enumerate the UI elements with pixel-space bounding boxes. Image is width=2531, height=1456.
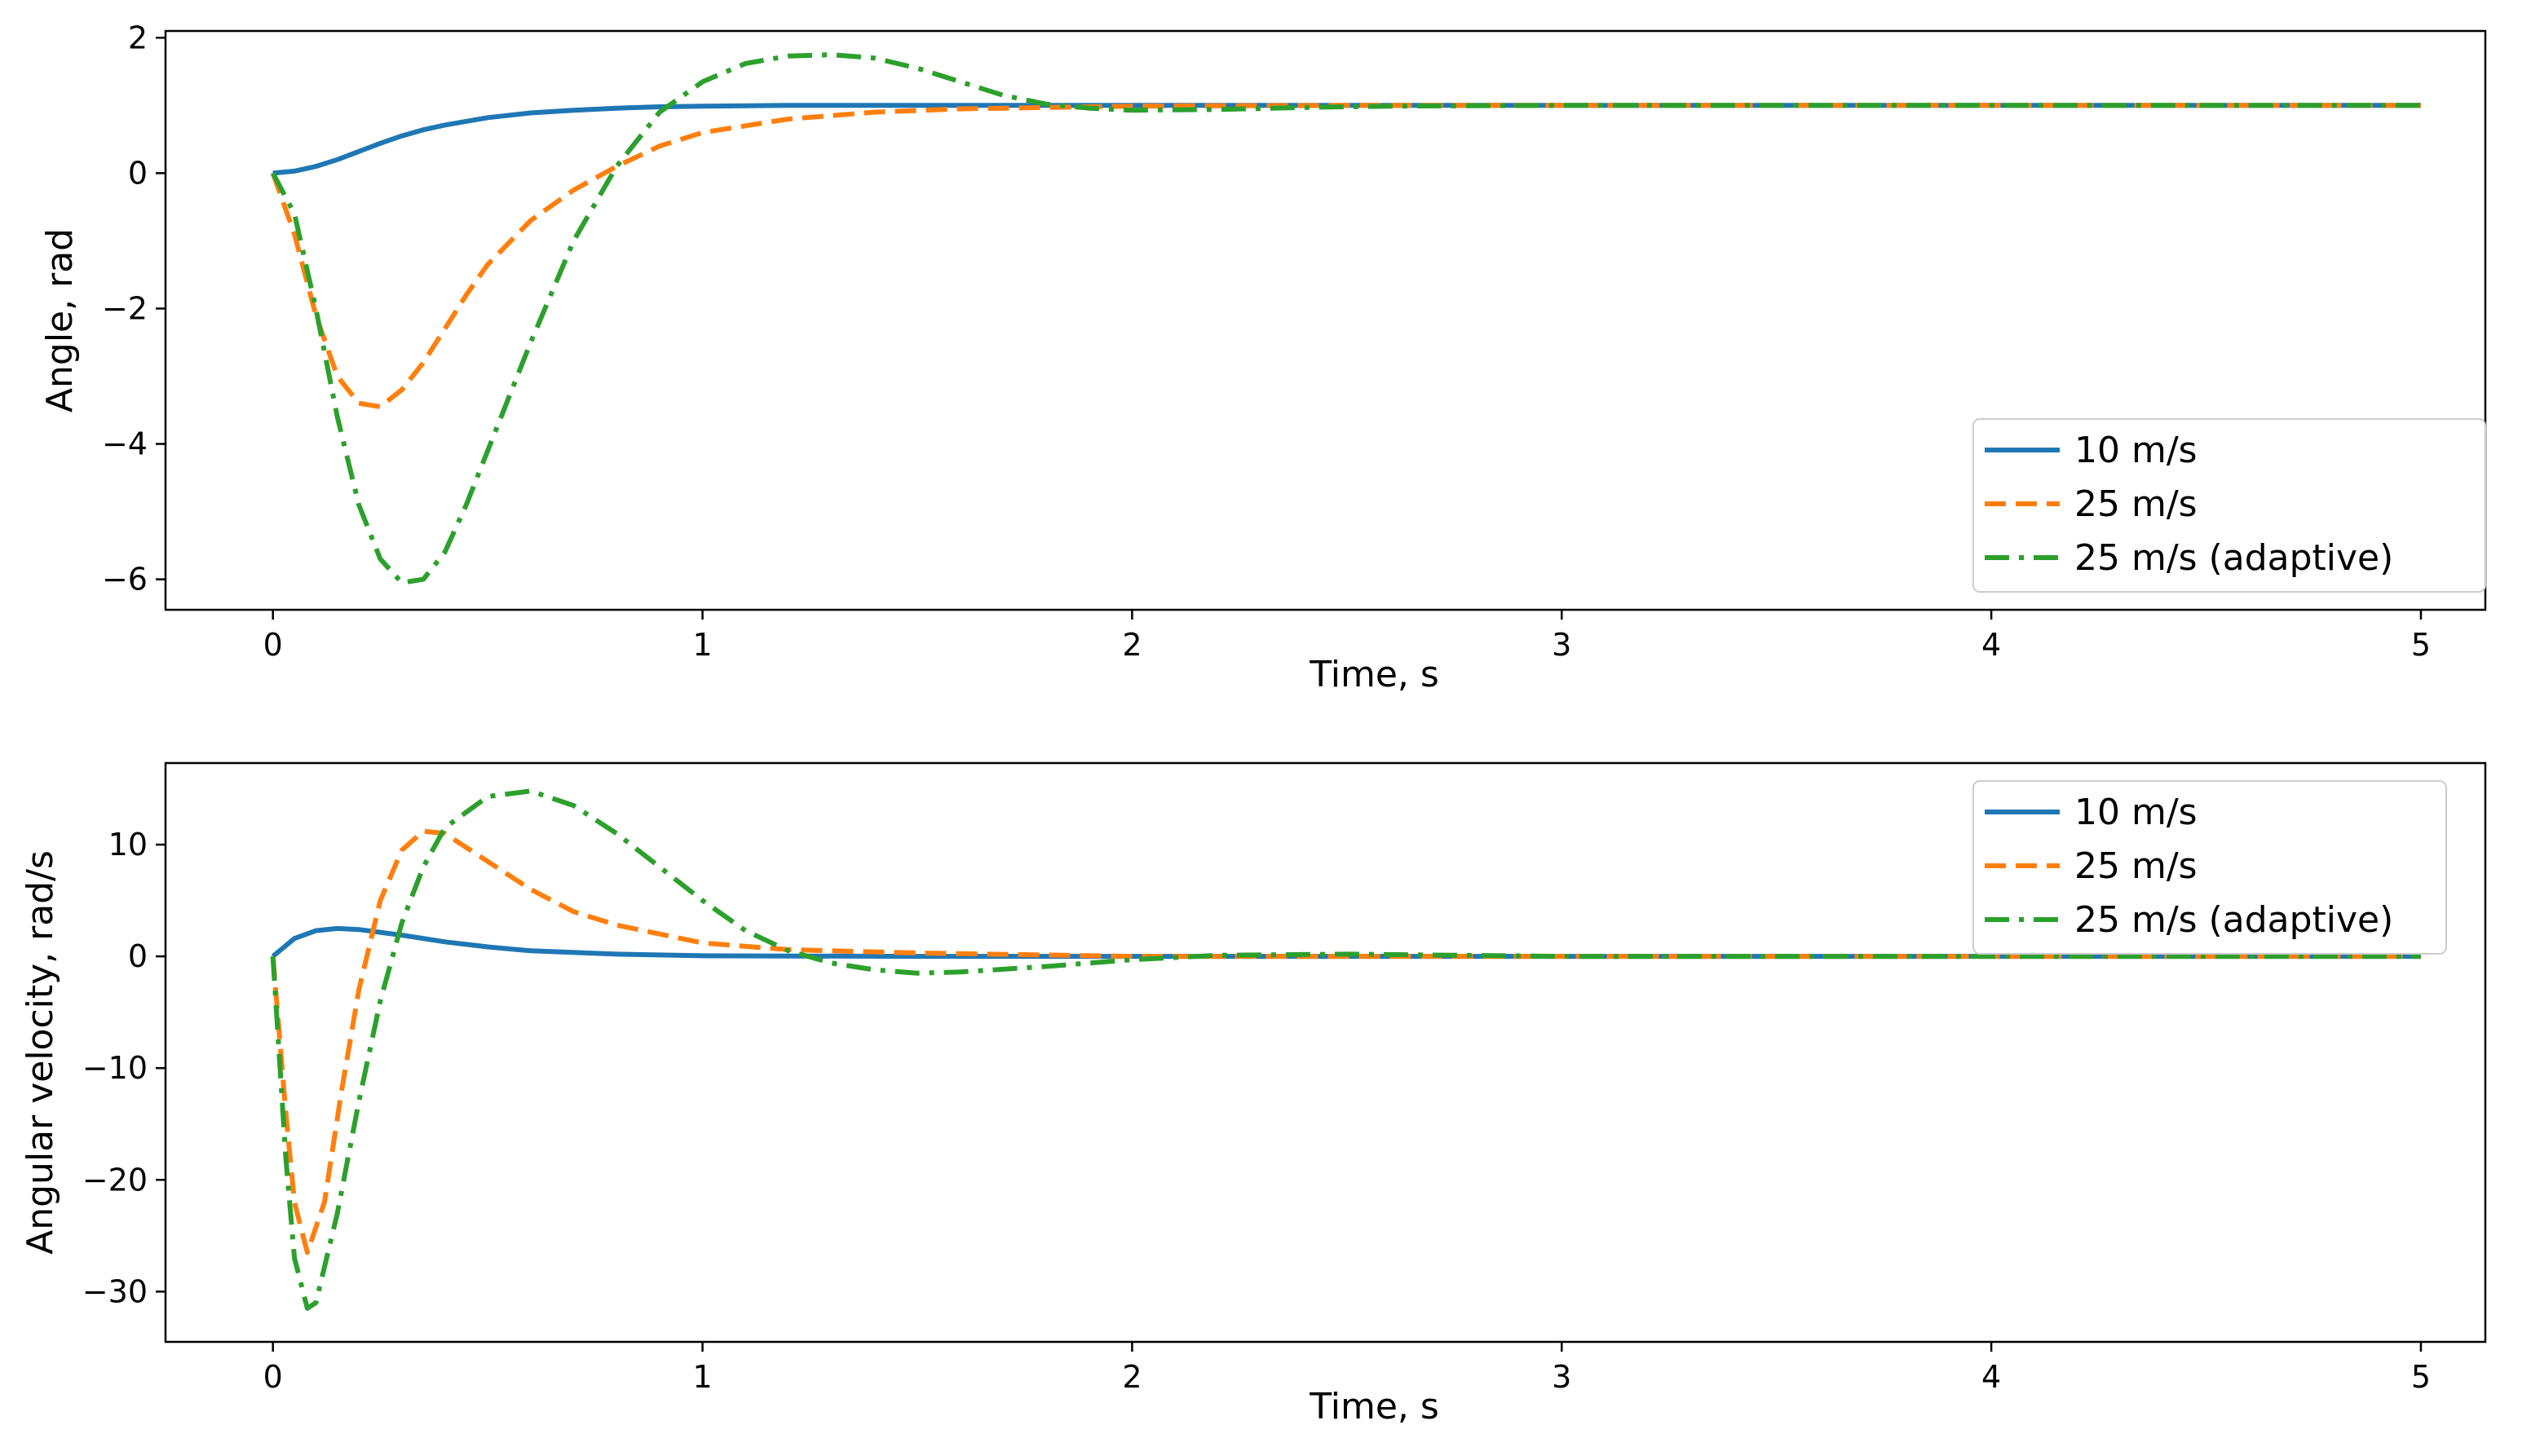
x-tick-label: 4	[1981, 627, 2001, 663]
series-line-2	[270, 788, 2421, 1311]
legend-label-2: 25 m/s (adaptive)	[2074, 899, 2393, 941]
legend-label-0: 10 m/s	[2074, 792, 2198, 833]
angular-velocity-panel: 0 1 2 3 4 5 −30 −20 −10 0 10 Time, s Angular velocit…	[20, 761, 2487, 1427]
legend-label-1: 25 m/s	[2074, 845, 2198, 887]
legend-label-0: 10 m/s	[2074, 430, 2198, 471]
x-tick-label: 2	[1122, 627, 1142, 663]
x-tick-label: 1	[692, 627, 712, 663]
series-line-1	[270, 828, 2421, 1255]
legend-label-2: 25 m/s (adaptive)	[2074, 537, 2393, 579]
x-tick-label: 0	[263, 1359, 283, 1395]
series-line-2	[271, 52, 2421, 585]
axes-frame	[164, 29, 2487, 611]
y-tick-label: −6	[102, 562, 148, 598]
y-tick-label: −4	[102, 426, 148, 462]
x-tick-label: 3	[1552, 627, 1571, 663]
x-tick-label: 5	[2411, 1359, 2431, 1395]
y-tick-label: 10	[108, 827, 148, 863]
angle-panel: 0 1 2 3 4 5 −6 −4 −2 0 2 Time, s Angle, rad 10 m/s 25 …	[39, 20, 2487, 695]
series-line-1	[270, 103, 2421, 409]
legend: 10 m/s 25 m/s 25 m/s (adaptive)	[1972, 780, 2447, 955]
y-tick-label: −2	[102, 290, 148, 326]
series-line-0	[272, 103, 2421, 176]
axes-frame	[164, 761, 2487, 1343]
plot-lines	[270, 788, 2421, 1311]
legend-box	[1972, 780, 2447, 955]
legend: 10 m/s 25 m/s 25 m/s (adaptive)	[1972, 418, 2486, 593]
x-axis-label: Time, s	[1309, 654, 1439, 695]
legend-label-1: 25 m/s	[2074, 483, 2198, 525]
y-tick-label: 2	[128, 20, 148, 55]
x-tick-label: 0	[263, 627, 283, 663]
legend-box	[1972, 418, 2486, 593]
x-tick-label: 2	[1122, 1359, 1142, 1395]
y-axis-label: Angular velocity, rad/s	[20, 850, 61, 1255]
y-tick-label: −30	[82, 1273, 148, 1309]
x-tick-label: 3	[1552, 1359, 1571, 1395]
x-tick-label: 4	[1981, 1359, 2001, 1395]
x-tick-label: 5	[2411, 627, 2431, 663]
y-tick-label: −10	[82, 1050, 148, 1086]
y-axis-label: Angle, rad	[39, 228, 81, 413]
plot-lines	[270, 52, 2421, 585]
x-tick-label: 1	[692, 1359, 712, 1395]
y-tick-label: −20	[82, 1162, 148, 1198]
y-tick-label: 0	[128, 938, 148, 974]
y-tick-label: 0	[128, 155, 148, 191]
x-axis-label: Time, s	[1309, 1386, 1439, 1427]
